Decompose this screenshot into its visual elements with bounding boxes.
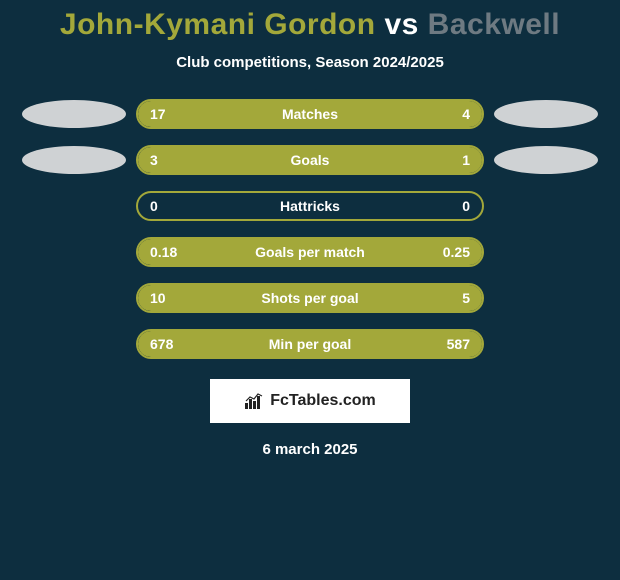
chart-icon [244, 393, 264, 409]
stat-value-right: 1 [462, 152, 470, 168]
stat-value-left: 10 [150, 290, 166, 306]
player1-oval [22, 100, 126, 128]
subtitle: Club competitions, Season 2024/2025 [176, 54, 444, 71]
stat-bar: 3 Goals 1 [136, 145, 484, 175]
stat-value-right: 5 [462, 290, 470, 306]
player2-oval [494, 100, 598, 128]
stat-bar: 10 Shots per goal 5 [136, 283, 484, 313]
stat-label: Min per goal [269, 336, 351, 352]
spacer [494, 192, 598, 220]
stat-row: 0 Hattricks 0 [0, 191, 620, 221]
spacer [22, 330, 126, 358]
stat-value-right: 4 [462, 106, 470, 122]
stat-bar: 17 Matches 4 [136, 99, 484, 129]
stat-value-left: 0 [150, 198, 158, 214]
date-label: 6 march 2025 [262, 441, 357, 458]
stat-label: Hattricks [280, 198, 340, 214]
player2-name: Backwell [428, 8, 560, 41]
stat-row: 678 Min per goal 587 [0, 329, 620, 359]
stat-value-left: 17 [150, 106, 166, 122]
stat-value-right: 0 [462, 198, 470, 214]
spacer [494, 284, 598, 312]
stat-value-right: 587 [447, 336, 470, 352]
stat-label: Goals per match [255, 244, 365, 260]
branding-text: FcTables.com [270, 392, 376, 410]
page-title: John-Kymani Gordon vs Backwell [60, 8, 560, 42]
player2-oval [494, 146, 598, 174]
spacer [494, 238, 598, 266]
stat-row: 0.18 Goals per match 0.25 [0, 237, 620, 267]
stat-row: 10 Shots per goal 5 [0, 283, 620, 313]
comparison-card: John-Kymani Gordon vs Backwell Club comp… [0, 0, 620, 580]
stat-value-left: 3 [150, 152, 158, 168]
stat-row: 17 Matches 4 [0, 99, 620, 129]
stat-label: Goals [291, 152, 330, 168]
stat-value-left: 678 [150, 336, 173, 352]
spacer [22, 192, 126, 220]
spacer [22, 238, 126, 266]
stat-bar: 678 Min per goal 587 [136, 329, 484, 359]
stat-value-left: 0.18 [150, 244, 177, 260]
branding-badge[interactable]: FcTables.com [210, 379, 410, 423]
stat-label: Matches [282, 106, 338, 122]
spacer [494, 330, 598, 358]
vs-text: vs [384, 8, 418, 41]
stats-container: 17Matches43Goals10Hattricks00.18Goals pe… [0, 99, 620, 375]
stat-label: Shots per goal [261, 290, 358, 306]
spacer [22, 284, 126, 312]
stat-row: 3 Goals 1 [0, 145, 620, 175]
player1-oval [22, 146, 126, 174]
stat-value-right: 0.25 [443, 244, 470, 260]
stat-bar: 0.18 Goals per match 0.25 [136, 237, 484, 267]
stat-bar: 0 Hattricks 0 [136, 191, 484, 221]
player1-name: John-Kymani Gordon [60, 8, 376, 41]
